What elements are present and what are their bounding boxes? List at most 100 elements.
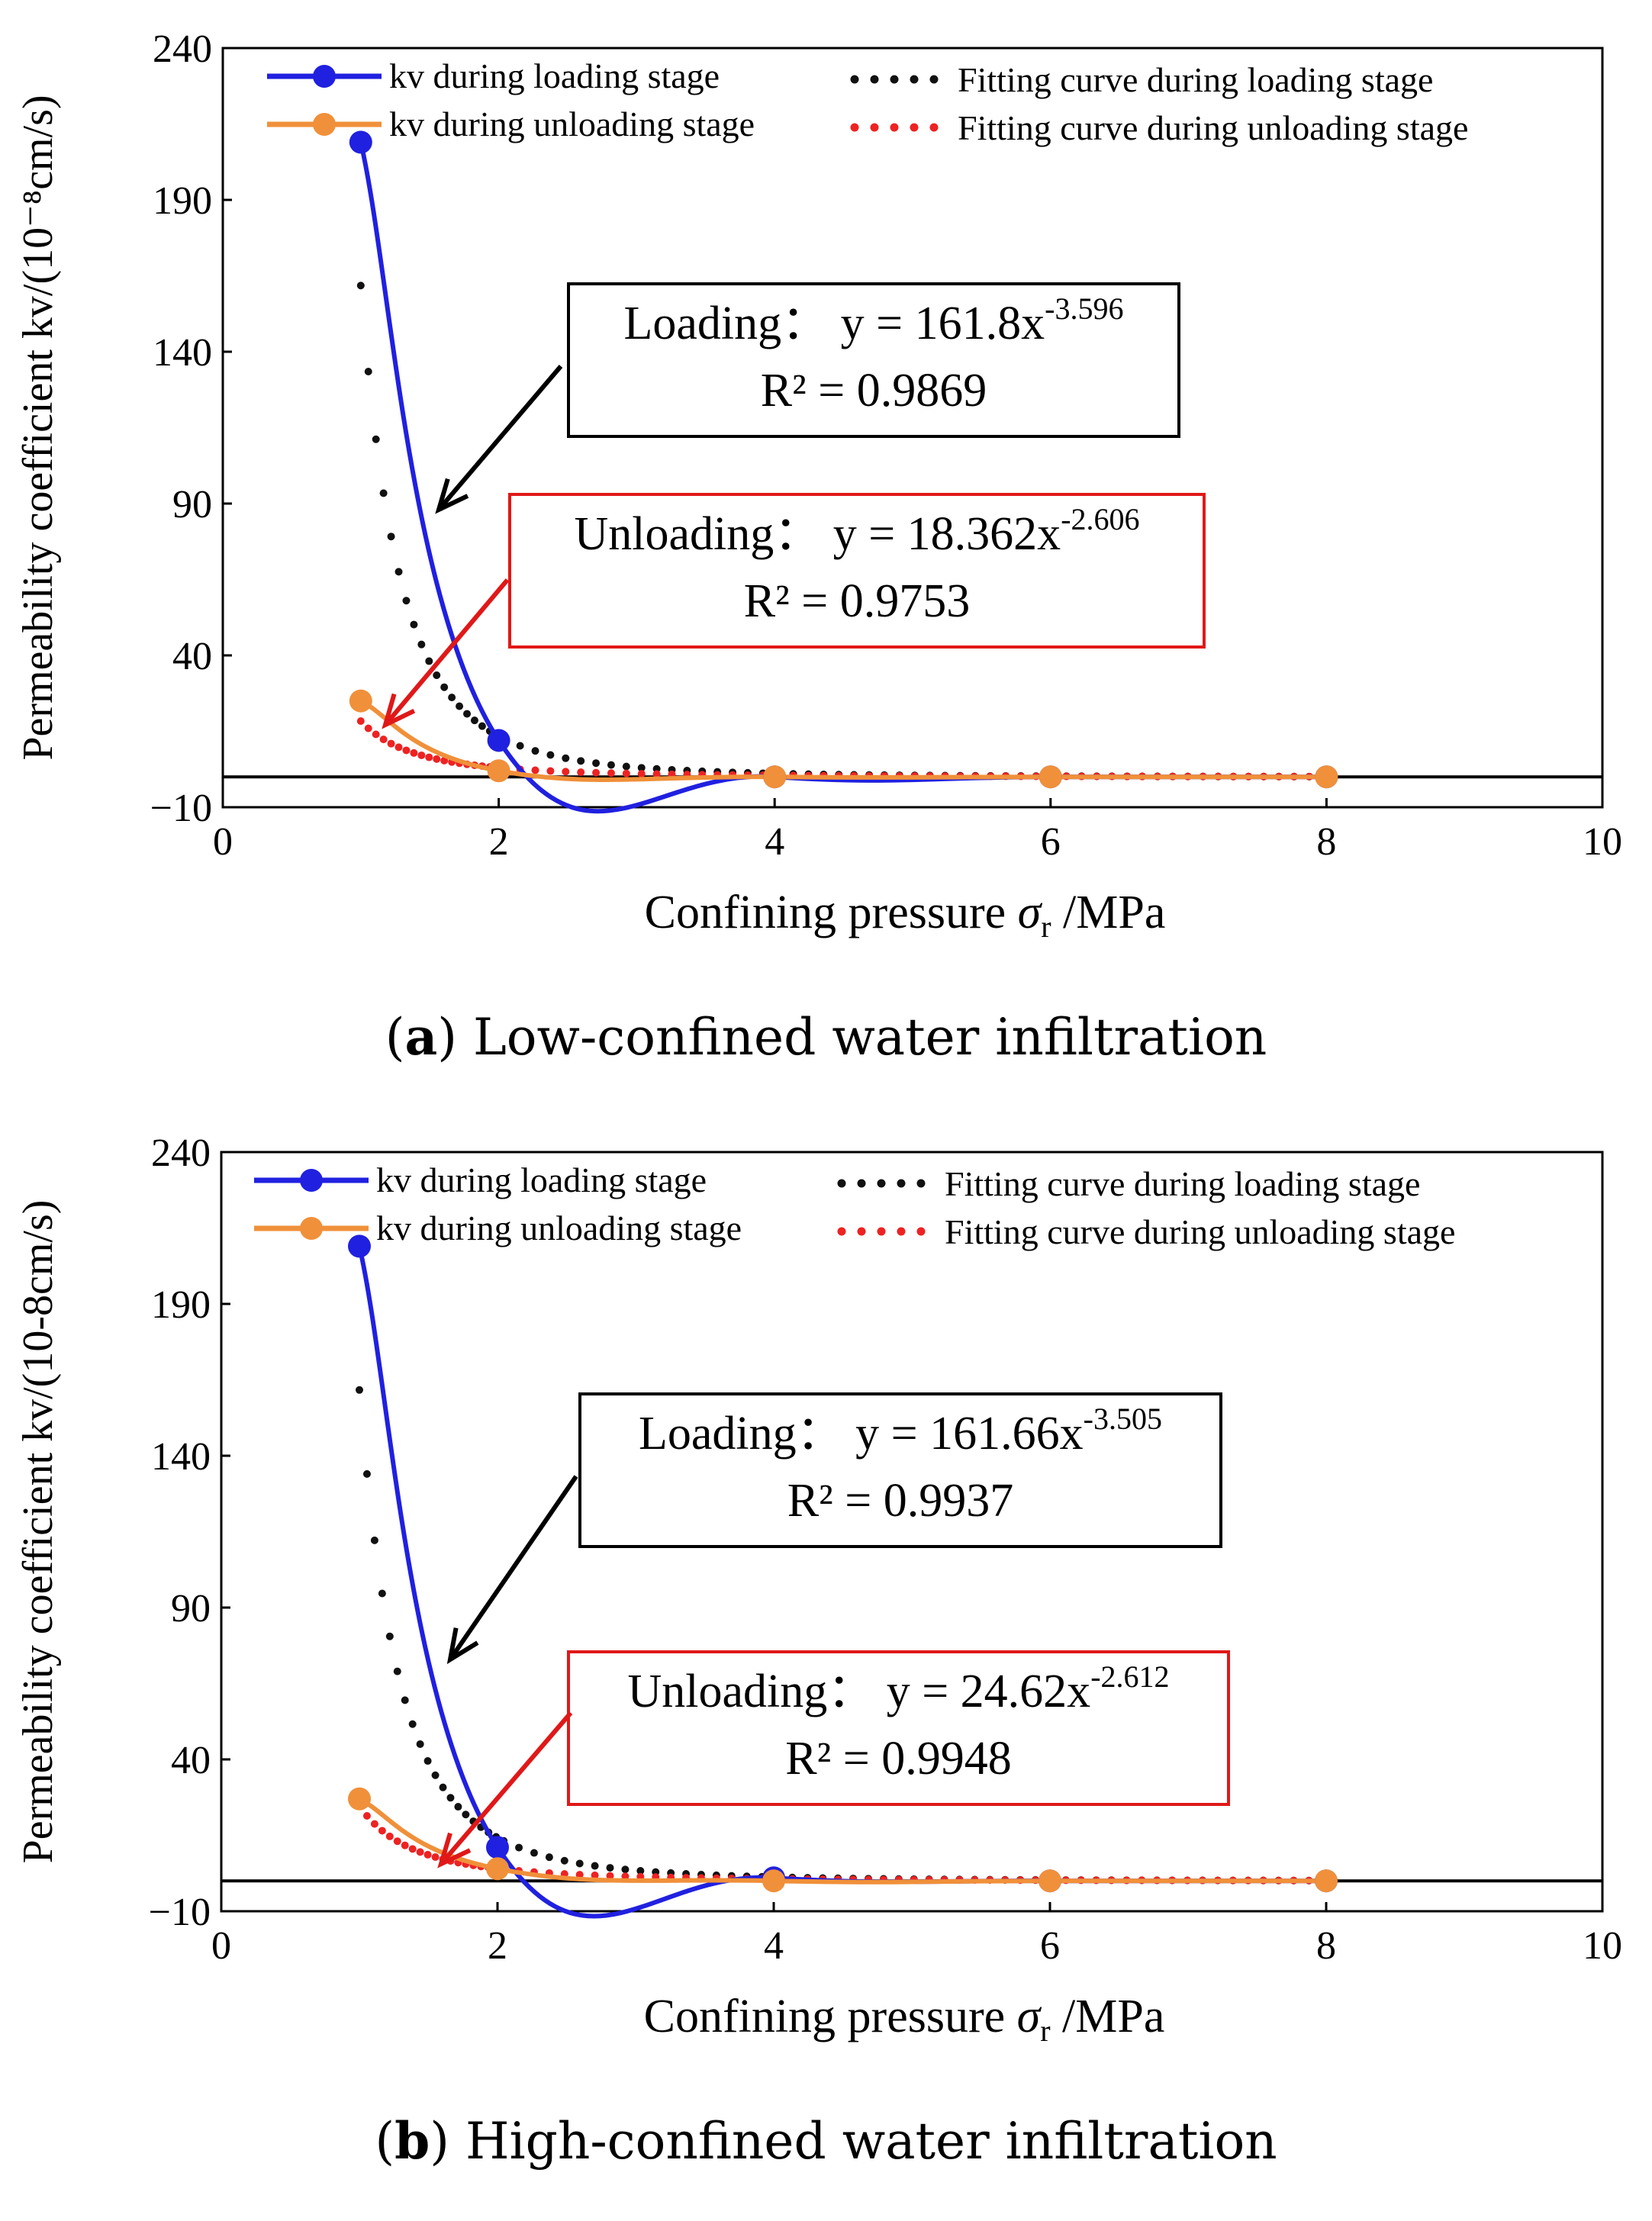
chart-a-legend-fit-loading-dot [929, 75, 939, 84]
chart-a-fit-unloading-dot [607, 769, 615, 777]
chart-b-loading-eq-box [578, 1392, 1222, 1548]
chart-b-legend-unloading-marker [300, 1217, 323, 1240]
chart-a-unloading-point [763, 765, 787, 789]
chart-b-fit-loading-dot [362, 1469, 371, 1478]
chart-b-fit-unloading-dot [416, 1848, 424, 1856]
chart-b-legend-loading-marker [300, 1169, 323, 1192]
chart-b-ytick-label: 90 [171, 1587, 211, 1630]
chart-b-legend-fit-loading-label: Fitting curve during loading stage [945, 1164, 1420, 1203]
chart-b-unloading-point [486, 1857, 509, 1881]
chart-a-unloading-point [487, 759, 510, 783]
chart-a-legend-loading-label: kv during loading stage [389, 56, 720, 95]
chart-a-unloading-eq: Unloading： y = 18.362x-2.606 [574, 502, 1139, 560]
chart-a-loading-eq-box [567, 282, 1180, 438]
chart-a-fit-unloading-dot [433, 755, 441, 763]
chart-a-legend-unloading-label: kv during unloading stage [389, 105, 755, 143]
chart-b-fit-unloading-dot [378, 1827, 386, 1835]
chart-a-ytick-label: 140 [153, 331, 212, 375]
chart-a-fit-loading-dot [531, 747, 539, 755]
chart-b-fit-unloading-dot [606, 1872, 614, 1880]
chart-b-fit-loading-dot [636, 1867, 645, 1875]
chart-b-fit-loading-dot [431, 1771, 440, 1779]
chart-b-fit-loading-dot [606, 1864, 614, 1872]
chart-b-fit-loading-dot [370, 1536, 378, 1544]
chart-a-fit-unloading-dot [410, 748, 418, 757]
chart-b-xtick-label: 6 [1040, 1924, 1060, 1968]
chart-b-xtick-label: 4 [764, 1924, 784, 1968]
chart-b-legend-fit-loading-dot [877, 1179, 886, 1188]
chart-a-fit-unloading-dot [592, 768, 601, 777]
chart-b-fit-unloading-dot [385, 1832, 394, 1840]
chart-a-unloading-arrow-shaft [383, 578, 510, 726]
caption-b-text: High-confined water infiltration [465, 2112, 1277, 2171]
chart-b-fit-loading-dot [356, 1386, 363, 1394]
chart-a-legend-fit-loading-dot [870, 75, 879, 84]
chart-b-unloading-point [762, 1869, 785, 1893]
caption-b: (b) High-confined water infiltration [375, 2111, 1277, 2171]
chart-b-xtick-label: 8 [1316, 1924, 1336, 1968]
chart-b-xtick-label: 10 [1583, 1924, 1622, 1968]
chart-b-fit-loading-dot [408, 1720, 417, 1728]
chart-a-fit-loading-dot [637, 764, 646, 772]
chart-a-legend-unloading-marker [313, 113, 336, 136]
chart-b-fit-loading-dot [591, 1862, 599, 1870]
chart-a-fit-loading-dot [394, 568, 403, 576]
chart-a-ytick-label: 40 [172, 635, 212, 678]
chart-b-fit-unloading-dot [423, 1850, 432, 1859]
caption-a: (a) Low-confined water infiltration [385, 1007, 1267, 1067]
chart-b-fit-loading-dot [560, 1856, 568, 1865]
chart-a-loading-eq: Loading： y = 161.8x-3.596 [624, 291, 1124, 349]
chart-b-legend-fit-loading-dot [916, 1179, 926, 1188]
chart-a-fit-loading-dot [562, 754, 570, 762]
chart-a-xlabel: Confining pressure σr /MPa [645, 887, 1166, 944]
chart-a-fit-loading-dot [516, 742, 524, 750]
chart-a-fit-loading-dot [425, 657, 433, 665]
chart-a-fit-loading-dot [364, 368, 372, 376]
chart-b-legend-fit-unloading-dot [916, 1227, 926, 1236]
chart-b-fit-unloading-dot [362, 1812, 371, 1820]
chart-a-fit-loading-dot [546, 751, 555, 759]
chart-b-fit-unloading-dot [408, 1845, 417, 1853]
chart-b-fit-loading-dot [385, 1632, 394, 1640]
chart-b-fit-loading-dot [621, 1865, 630, 1874]
chart-b-ytick-label: −10 [149, 1891, 211, 1934]
chart-a-legend-fit-unloading-dot [850, 123, 859, 132]
caption-a-letter: a [404, 1007, 438, 1067]
chart-b-ytick-label: 190 [151, 1283, 211, 1327]
chart-a-fit-loading-dot [478, 722, 486, 730]
chart-a-fit-loading-dot [463, 710, 472, 718]
chart-b-legend-fit-unloading-dot [877, 1227, 886, 1236]
chart-b-legend-fit-loading-dot [897, 1179, 906, 1188]
chart-b-fit-loading-dot [416, 1740, 424, 1748]
chart-b-fit-loading-dot [454, 1803, 462, 1811]
chart-b-legend-fit-loading-dot [837, 1179, 846, 1188]
chart-a-xtick-label: 10 [1583, 820, 1622, 864]
chart-b-legend-loading-label: kv during loading stage [376, 1160, 707, 1199]
chart-a-fit-loading-dot [577, 757, 585, 765]
chart-a-fit-loading-dot [440, 683, 449, 691]
chart-a-fit-unloading-dot [417, 751, 426, 759]
chart-a-fit-loading-dot [410, 620, 418, 629]
chart-b-unloading-arrow-shaft [439, 1711, 573, 1865]
chart-b-loading-eq: Loading： y = 161.66x-3.505 [639, 1402, 1162, 1460]
chart-b-legend-fit-unloading-dot [897, 1227, 906, 1236]
chart-a-fit-unloading-dot [637, 770, 646, 778]
chart-a-fit-loading-dot [387, 533, 395, 541]
chart-a-fit-unloading-dot [622, 769, 630, 777]
chart-b-loading-r2: R² = 0.9937 [787, 1475, 1013, 1527]
caption-b-letter: b [394, 2111, 430, 2171]
chart-b-fit-unloading-dot [370, 1820, 378, 1828]
chart-b-xtick-label: 2 [488, 1924, 507, 1968]
chart-b-legend-fit-loading-dot [857, 1179, 866, 1188]
chart-a-fit-loading-dot [402, 597, 411, 605]
chart-a-unloading-point [1315, 765, 1338, 789]
chart-a-ytick-label: 190 [153, 179, 212, 223]
chart-b-unloading-eq-box [567, 1650, 1230, 1806]
caption-a-text: Low-confined water infiltration [472, 1008, 1267, 1067]
chart-a-unloading-r2: R² = 0.9753 [744, 575, 970, 627]
chart-a-fit-loading-dot [622, 762, 630, 771]
chart-b-ytick-label: 140 [151, 1435, 211, 1479]
chart-a-unloading-point [1039, 765, 1062, 789]
chart-a-loading-r2: R² = 0.9869 [761, 365, 987, 417]
chart-a-fit-loading-dot [456, 702, 464, 710]
